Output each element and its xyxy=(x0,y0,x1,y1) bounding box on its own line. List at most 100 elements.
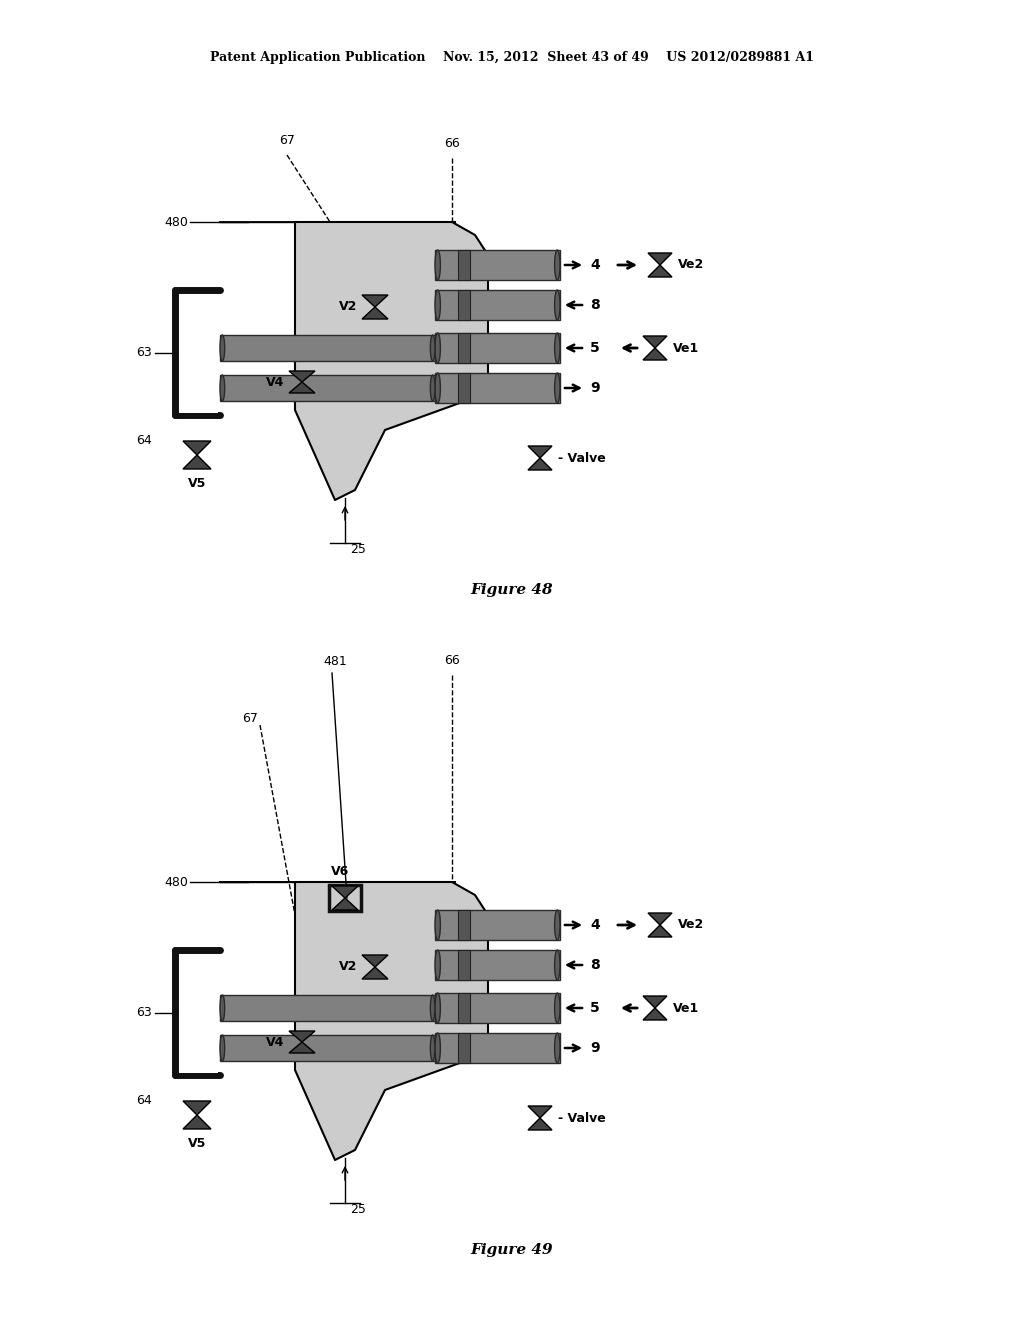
Ellipse shape xyxy=(220,375,224,401)
Bar xyxy=(435,1034,560,1063)
Ellipse shape xyxy=(435,374,440,403)
Ellipse shape xyxy=(435,1034,440,1063)
Bar xyxy=(458,1034,470,1063)
Text: Figure 49: Figure 49 xyxy=(471,1243,553,1257)
Polygon shape xyxy=(643,337,667,348)
Ellipse shape xyxy=(220,335,224,360)
Text: 481: 481 xyxy=(324,655,347,668)
Polygon shape xyxy=(528,458,552,470)
Ellipse shape xyxy=(435,993,440,1023)
Ellipse shape xyxy=(555,1034,560,1063)
Bar xyxy=(220,1035,435,1061)
Ellipse shape xyxy=(435,909,440,940)
Bar xyxy=(458,333,470,363)
Polygon shape xyxy=(643,1008,667,1020)
Bar xyxy=(435,249,560,280)
Polygon shape xyxy=(289,1031,315,1041)
Polygon shape xyxy=(362,308,388,319)
Ellipse shape xyxy=(435,950,440,979)
Polygon shape xyxy=(362,294,388,308)
Ellipse shape xyxy=(555,950,560,979)
Text: 9: 9 xyxy=(590,381,600,395)
Bar xyxy=(220,375,435,401)
Bar xyxy=(329,884,361,911)
Text: V2: V2 xyxy=(339,301,357,314)
Polygon shape xyxy=(362,954,388,968)
Ellipse shape xyxy=(220,1035,224,1061)
Polygon shape xyxy=(528,446,552,458)
Polygon shape xyxy=(643,348,667,360)
Polygon shape xyxy=(528,1106,552,1118)
Text: 5: 5 xyxy=(590,341,600,355)
Text: 66: 66 xyxy=(444,653,460,667)
Text: 9: 9 xyxy=(590,1041,600,1055)
Polygon shape xyxy=(648,265,672,277)
Text: 66: 66 xyxy=(444,137,460,150)
Ellipse shape xyxy=(220,995,224,1020)
Text: 67: 67 xyxy=(242,711,258,725)
Bar xyxy=(435,333,560,363)
Bar xyxy=(435,950,560,979)
Text: 5: 5 xyxy=(590,1001,600,1015)
Text: 480: 480 xyxy=(164,875,188,888)
Polygon shape xyxy=(332,886,358,898)
Text: 64: 64 xyxy=(136,433,152,446)
Text: Ve1: Ve1 xyxy=(673,342,699,355)
Bar xyxy=(458,950,470,979)
Text: 64: 64 xyxy=(136,1093,152,1106)
Bar xyxy=(458,374,470,403)
Text: 25: 25 xyxy=(350,543,366,556)
Bar xyxy=(178,293,217,412)
Polygon shape xyxy=(648,925,672,937)
Text: Patent Application Publication    Nov. 15, 2012  Sheet 43 of 49    US 2012/02898: Patent Application Publication Nov. 15, … xyxy=(210,51,814,65)
Bar xyxy=(435,374,560,403)
Bar xyxy=(458,909,470,940)
Polygon shape xyxy=(183,1115,211,1129)
Ellipse shape xyxy=(555,249,560,280)
Text: V5: V5 xyxy=(187,1137,206,1150)
Text: 4: 4 xyxy=(590,917,600,932)
Text: V2: V2 xyxy=(339,961,357,974)
Ellipse shape xyxy=(555,993,560,1023)
Text: Ve2: Ve2 xyxy=(678,259,705,272)
Text: Figure 48: Figure 48 xyxy=(471,583,553,597)
Polygon shape xyxy=(528,1118,552,1130)
Polygon shape xyxy=(183,441,211,455)
Text: 8: 8 xyxy=(590,298,600,312)
Polygon shape xyxy=(289,381,315,393)
Text: - Valve: - Valve xyxy=(558,1111,606,1125)
Text: Ve2: Ve2 xyxy=(678,919,705,932)
Text: V5: V5 xyxy=(187,477,206,490)
Text: V6: V6 xyxy=(331,865,349,878)
Ellipse shape xyxy=(435,333,440,363)
Text: - Valve: - Valve xyxy=(558,451,606,465)
Text: 25: 25 xyxy=(350,1203,366,1216)
Ellipse shape xyxy=(430,335,435,360)
Ellipse shape xyxy=(555,374,560,403)
Polygon shape xyxy=(648,913,672,925)
Ellipse shape xyxy=(555,333,560,363)
Ellipse shape xyxy=(435,249,440,280)
Bar xyxy=(435,993,560,1023)
Bar xyxy=(435,909,560,940)
Text: Ve1: Ve1 xyxy=(673,1002,699,1015)
Polygon shape xyxy=(183,1101,211,1115)
Polygon shape xyxy=(289,371,315,381)
Bar xyxy=(435,290,560,319)
Text: 4: 4 xyxy=(590,257,600,272)
Ellipse shape xyxy=(430,1035,435,1061)
Ellipse shape xyxy=(430,375,435,401)
Ellipse shape xyxy=(555,290,560,319)
Bar xyxy=(458,249,470,280)
Ellipse shape xyxy=(555,909,560,940)
Polygon shape xyxy=(183,455,211,469)
Polygon shape xyxy=(295,882,488,1160)
Text: V4: V4 xyxy=(265,375,284,388)
Polygon shape xyxy=(332,898,358,909)
Polygon shape xyxy=(289,1041,315,1053)
Polygon shape xyxy=(643,997,667,1008)
Text: V4: V4 xyxy=(265,1035,284,1048)
Text: 63: 63 xyxy=(136,346,152,359)
Bar xyxy=(178,953,217,1072)
Text: 480: 480 xyxy=(164,215,188,228)
